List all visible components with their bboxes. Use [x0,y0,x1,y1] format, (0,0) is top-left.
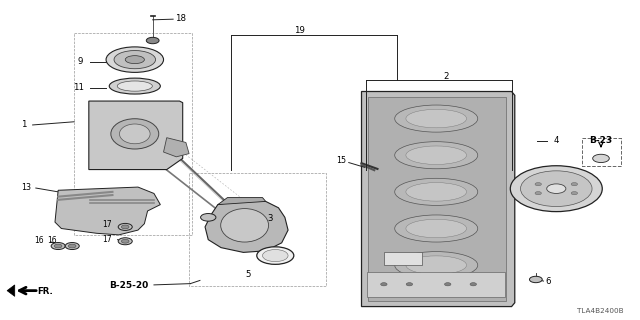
Circle shape [200,213,216,221]
Text: 19: 19 [294,26,305,35]
Polygon shape [55,187,161,235]
Ellipse shape [111,119,159,149]
Text: 4: 4 [554,136,559,145]
Text: B-23: B-23 [589,136,612,145]
Circle shape [571,192,577,195]
Circle shape [406,283,413,286]
Polygon shape [89,101,182,170]
Ellipse shape [395,105,477,132]
Text: 17: 17 [102,235,111,244]
Circle shape [445,283,451,286]
Circle shape [147,37,159,44]
Polygon shape [164,138,189,157]
Polygon shape [362,92,515,307]
Text: 6: 6 [546,277,552,286]
Ellipse shape [109,78,161,94]
Circle shape [68,244,76,248]
Text: 16: 16 [34,236,44,245]
Circle shape [51,243,65,250]
Circle shape [535,183,541,186]
Circle shape [118,238,132,245]
Polygon shape [205,200,288,252]
Polygon shape [367,271,505,297]
Circle shape [529,276,542,283]
Circle shape [571,183,577,186]
Circle shape [122,225,129,229]
Ellipse shape [395,142,477,169]
Polygon shape [384,252,422,265]
Ellipse shape [257,247,294,264]
Circle shape [547,184,566,194]
Circle shape [535,192,541,195]
Ellipse shape [106,47,164,72]
Polygon shape [7,285,15,296]
Text: 16: 16 [47,236,56,245]
Circle shape [520,171,592,206]
Polygon shape [218,197,266,204]
Text: 9: 9 [77,57,83,66]
Text: 11: 11 [73,83,84,92]
Text: 3: 3 [268,214,273,223]
Ellipse shape [221,209,269,242]
Text: 2: 2 [443,72,449,81]
Text: 18: 18 [175,14,186,23]
Circle shape [510,166,602,212]
Ellipse shape [125,56,145,64]
Polygon shape [368,97,506,301]
Text: FR.: FR. [38,287,54,296]
Text: 1: 1 [21,120,26,129]
Circle shape [470,283,476,286]
Ellipse shape [395,178,477,205]
Ellipse shape [114,51,156,69]
Ellipse shape [406,183,467,201]
Text: 5: 5 [246,269,252,279]
Circle shape [381,283,387,286]
Ellipse shape [120,124,150,144]
Text: 15: 15 [336,156,346,164]
Circle shape [54,244,62,248]
Circle shape [122,239,129,243]
Ellipse shape [406,256,467,274]
Text: TLA4B2400B: TLA4B2400B [577,308,623,314]
Ellipse shape [406,219,467,238]
Ellipse shape [406,146,467,164]
Text: 17: 17 [102,220,111,229]
Ellipse shape [395,215,477,242]
Ellipse shape [395,252,477,279]
Text: B-25-20: B-25-20 [109,281,148,290]
Ellipse shape [117,81,152,91]
Text: 13: 13 [21,183,31,192]
Circle shape [65,243,79,250]
Ellipse shape [262,250,288,262]
Ellipse shape [406,109,467,128]
Circle shape [593,154,609,163]
Circle shape [118,223,132,230]
